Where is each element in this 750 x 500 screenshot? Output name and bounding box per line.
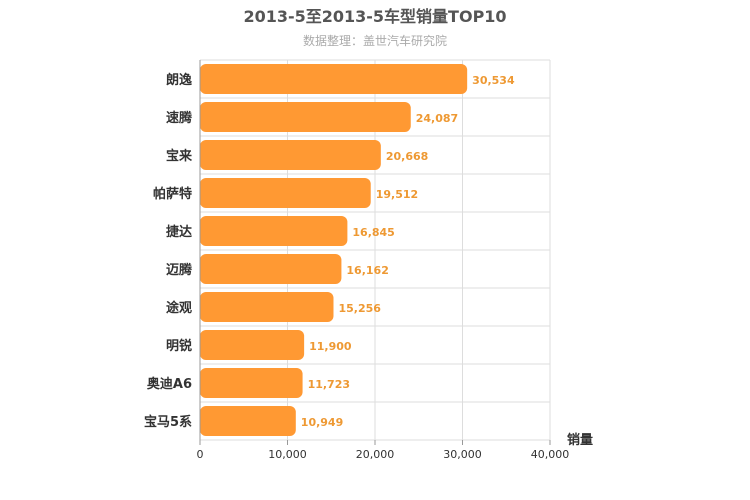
bar <box>200 140 381 170</box>
bar <box>200 178 371 208</box>
chart-subtitle: 数据整理：盖世汽车研究院 <box>303 33 447 48</box>
x-tick-label: 0 <box>197 448 204 461</box>
data-label: 11,900 <box>309 340 352 353</box>
data-label: 16,162 <box>346 264 388 277</box>
bar <box>200 216 348 246</box>
data-label: 30,534 <box>472 74 515 87</box>
category-label: 宝马5系 <box>144 414 192 430</box>
bar <box>200 64 468 94</box>
data-label: 19,512 <box>376 188 418 201</box>
category-label: 奥迪A6 <box>147 376 192 392</box>
x-axis-ticks: 0 10,000 20,000 30,000 40,000 <box>197 440 570 461</box>
data-label: 24,087 <box>416 112 458 125</box>
bar <box>200 368 303 398</box>
category-label: 速腾 <box>166 110 193 126</box>
category-label: 明锐 <box>166 338 192 354</box>
category-label: 宝来 <box>166 148 193 164</box>
data-label: 16,845 <box>352 226 394 239</box>
bar <box>200 254 342 284</box>
bar <box>200 292 334 322</box>
grid-lines <box>199 59 551 441</box>
category-label: 帕萨特 <box>153 186 192 202</box>
data-label: 11,723 <box>308 378 350 391</box>
bars <box>200 64 468 436</box>
data-label: 15,256 <box>338 302 381 315</box>
x-tick-label: 40,000 <box>531 448 570 461</box>
bar <box>200 330 305 360</box>
category-label: 迈腾 <box>166 262 193 278</box>
category-label: 途观 <box>166 300 192 316</box>
bar <box>200 406 296 436</box>
x-tick-label: 20,000 <box>356 448 395 461</box>
category-label: 捷达 <box>166 224 192 240</box>
bar <box>200 102 411 132</box>
x-tick-label: 10,000 <box>268 448 307 461</box>
data-label: 10,949 <box>301 416 343 429</box>
chart-title: 2013-5至2013-5车型销量TOP10 <box>243 7 506 26</box>
data-labels: 30,534 24,087 20,668 19,512 16,845 16,162 15,2… <box>301 74 515 429</box>
category-label: 朗逸 <box>166 72 192 88</box>
x-tick-label: 30,000 <box>443 448 482 461</box>
x-axis-title: 销量 <box>567 432 593 448</box>
data-label: 20,668 <box>386 150 428 163</box>
